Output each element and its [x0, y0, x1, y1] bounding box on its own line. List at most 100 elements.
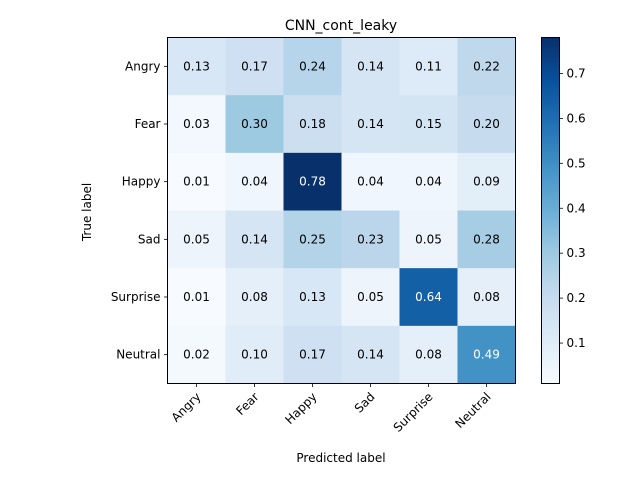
- heatmap-cell: [167, 268, 226, 327]
- cell-value-label: 0.18: [299, 117, 326, 131]
- cell-value-label: 0.78: [299, 175, 326, 189]
- heatmap-cells: [167, 37, 516, 384]
- x-tick-label: Happy: [282, 390, 319, 427]
- heatmap-cell: [341, 325, 400, 384]
- cell-value-label: 0.13: [183, 59, 210, 73]
- cell-value-label: 0.23: [357, 232, 384, 246]
- colorbar-tick-label: 0.7: [567, 66, 586, 80]
- colorbar-tick-label: 0.2: [567, 291, 586, 305]
- heatmap-cell: [283, 95, 342, 154]
- heatmap-cell: [399, 37, 458, 96]
- chart-title: CNN_cont_leaky: [285, 18, 397, 34]
- heatmap-cell: [399, 152, 458, 211]
- heatmap-cell: [341, 268, 400, 327]
- cell-value-label: 0.05: [357, 290, 384, 304]
- cell-value-label: 0.01: [183, 290, 210, 304]
- colorbar-tick-label: 0.5: [567, 156, 586, 170]
- x-tick-label: Sad: [352, 390, 378, 416]
- cell-value-label: 0.01: [183, 175, 210, 189]
- colorbar-tick-label: 0.1: [567, 336, 586, 350]
- heatmap-cell: [283, 37, 342, 96]
- cell-value-label: 0.64: [415, 290, 442, 304]
- colorbar-tick-label: 0.6: [567, 111, 586, 125]
- cell-value-label: 0.05: [415, 232, 442, 246]
- cell-value-label: 0.05: [183, 232, 210, 246]
- x-tick-label: Neutral: [452, 390, 493, 431]
- cell-value-label: 0.02: [183, 348, 210, 362]
- cell-value-label: 0.22: [473, 59, 500, 73]
- heatmap-cell: [457, 152, 516, 211]
- cell-value-label: 0.14: [357, 59, 384, 73]
- y-axis-label: True label: [80, 183, 94, 242]
- heatmap-cell: [399, 95, 458, 154]
- cell-value-label: 0.30: [241, 117, 268, 131]
- x-axis-ticks: Angry Fear Happy Sad Surprise Neutral: [169, 383, 494, 435]
- heatmap-cell: [283, 325, 342, 384]
- cell-value-label: 0.14: [357, 348, 384, 362]
- plot-frame: [167, 37, 516, 384]
- heatmap-cell: [167, 95, 226, 154]
- x-axis-label: Predicted label: [296, 451, 385, 465]
- heatmap-cell: [457, 210, 516, 269]
- heatmap-cell: [457, 268, 516, 327]
- cell-value-label: 0.11: [415, 59, 442, 73]
- heatmap-cell: [167, 37, 226, 96]
- heatmap-cell: [225, 325, 284, 384]
- colorbar-ticks: 0.1 0.2 0.3 0.4 0.5 0.6 0.7: [559, 66, 586, 350]
- cell-value-label: 0.04: [415, 175, 442, 189]
- cell-value-label: 0.17: [299, 348, 326, 362]
- cell-value-label: 0.20: [473, 117, 500, 131]
- colorbar-gradient: [541, 37, 560, 384]
- cell-value-label: 0.08: [473, 290, 500, 304]
- heatmap-cell: [283, 268, 342, 327]
- cell-value-label: 0.24: [299, 59, 326, 73]
- cell-value-label: 0.28: [473, 232, 500, 246]
- cell-value-label: 0.14: [357, 117, 384, 131]
- y-tick-label: Fear: [135, 117, 161, 131]
- y-axis-ticks: Angry Fear Happy Sad Surprise Neutral: [111, 59, 168, 362]
- heatmap-cell: [399, 268, 458, 327]
- cell-value-label: 0.13: [299, 290, 326, 304]
- cell-value-label: 0.08: [241, 290, 268, 304]
- cell-value-label: 0.14: [241, 232, 268, 246]
- y-tick-label: Sad: [138, 232, 161, 246]
- colorbar-tick-label: 0.3: [567, 246, 586, 260]
- heatmap-cell: [457, 37, 516, 96]
- cell-value-label: 0.49: [473, 348, 500, 362]
- cell-value-label: 0.03: [183, 117, 210, 131]
- heatmap-cell: [225, 95, 284, 154]
- x-tick-label: Surprise: [391, 390, 436, 435]
- cell-value-label: 0.25: [299, 232, 326, 246]
- heatmap-cell: [167, 325, 226, 384]
- heatmap-cell: [341, 210, 400, 269]
- x-tick-label: Angry: [169, 390, 204, 425]
- cell-value-label: 0.17: [241, 59, 268, 73]
- heatmap-cell: [167, 210, 226, 269]
- heatmap-cell: [457, 95, 516, 154]
- cell-value-label: 0.08: [415, 348, 442, 362]
- heatmap-cell: [225, 37, 284, 96]
- colorbar: 0.1 0.2 0.3 0.4 0.5 0.6 0.7: [541, 37, 586, 384]
- heatmap-cell: [399, 325, 458, 384]
- heatmap-cell: [225, 152, 284, 211]
- x-tick-label: Fear: [233, 390, 261, 418]
- cell-value-label: 0.04: [357, 175, 384, 189]
- y-tick-label: Happy: [122, 175, 161, 189]
- heatmap-cell: [225, 210, 284, 269]
- heatmap-cell-labels: 0.13 0.17 0.24 0.14 0.11 0.22 0.03 0.30 0.18 0.14…: [183, 59, 500, 361]
- colorbar-tick-label: 0.4: [567, 201, 586, 215]
- heatmap-cell: [341, 37, 400, 96]
- heatmap-cell: [167, 152, 226, 211]
- heatmap-cell: [399, 210, 458, 269]
- heatmap-cell: [283, 210, 342, 269]
- cell-value-label: 0.15: [415, 117, 442, 131]
- heatmap-cell: [457, 325, 516, 384]
- heatmap-cell: [283, 152, 342, 211]
- y-tick-label: Angry: [125, 59, 160, 73]
- cell-value-label: 0.09: [473, 175, 500, 189]
- cell-value-label: 0.10: [241, 348, 268, 362]
- heatmap-cell: [225, 268, 284, 327]
- y-tick-label: Surprise: [111, 290, 161, 304]
